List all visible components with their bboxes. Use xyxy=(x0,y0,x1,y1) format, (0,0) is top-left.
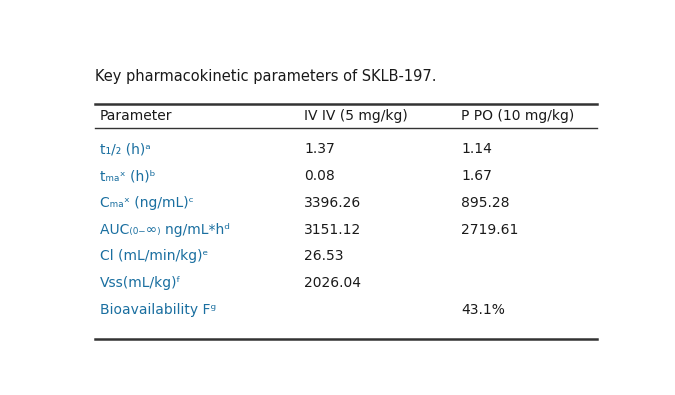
Text: IV IV (5 mg/kg): IV IV (5 mg/kg) xyxy=(304,109,408,123)
Text: 3396.26: 3396.26 xyxy=(304,196,361,210)
Text: Parameter: Parameter xyxy=(100,109,173,123)
Text: 1.67: 1.67 xyxy=(461,169,492,183)
Text: Key pharmacokinetic parameters of SKLB-197.: Key pharmacokinetic parameters of SKLB-1… xyxy=(95,69,436,84)
Text: t₁/₂ (h)ᵃ: t₁/₂ (h)ᵃ xyxy=(100,142,151,156)
Text: 1.14: 1.14 xyxy=(461,142,492,156)
Text: Bioavailability Fᵍ: Bioavailability Fᵍ xyxy=(100,303,216,317)
Text: 2719.61: 2719.61 xyxy=(461,223,518,237)
Text: 3151.12: 3151.12 xyxy=(304,223,361,237)
Text: 26.53: 26.53 xyxy=(304,249,344,263)
Text: tₘₐˣ (h)ᵇ: tₘₐˣ (h)ᵇ xyxy=(100,169,155,183)
Text: 2026.04: 2026.04 xyxy=(304,276,361,290)
Text: Cl (mL/min/kg)ᵉ: Cl (mL/min/kg)ᵉ xyxy=(100,249,209,263)
Text: Cₘₐˣ (ng/mL)ᶜ: Cₘₐˣ (ng/mL)ᶜ xyxy=(100,196,194,210)
Text: 1.37: 1.37 xyxy=(304,142,335,156)
Text: AUC₍₀₋∞₎ ng/mL*hᵈ: AUC₍₀₋∞₎ ng/mL*hᵈ xyxy=(100,223,230,237)
Text: P PO (10 mg/kg): P PO (10 mg/kg) xyxy=(461,109,574,123)
Text: 895.28: 895.28 xyxy=(461,196,510,210)
Text: Vss(mL/kg)ᶠ: Vss(mL/kg)ᶠ xyxy=(100,276,182,290)
Text: 43.1%: 43.1% xyxy=(461,303,505,317)
Text: 0.08: 0.08 xyxy=(304,169,335,183)
